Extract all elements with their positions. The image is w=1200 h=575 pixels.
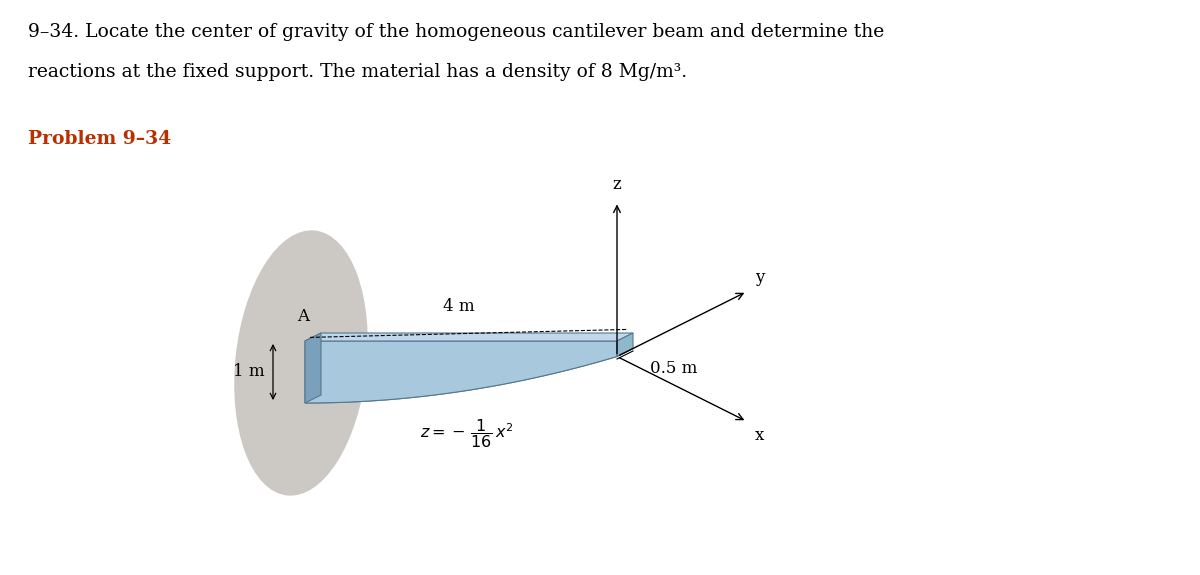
Polygon shape [305, 333, 634, 341]
Polygon shape [617, 333, 634, 356]
Text: 4 m: 4 m [443, 298, 475, 315]
Polygon shape [305, 341, 617, 403]
Ellipse shape [235, 231, 367, 495]
Text: A: A [298, 308, 310, 325]
Text: 1 m: 1 m [233, 363, 265, 381]
Text: 0.5 m: 0.5 m [650, 360, 697, 377]
Text: y: y [755, 270, 764, 286]
Text: $z = -\,\dfrac{1}{16}\,x^2$: $z = -\,\dfrac{1}{16}\,x^2$ [420, 417, 514, 450]
Polygon shape [305, 348, 634, 403]
Text: Problem 9–34: Problem 9–34 [28, 130, 172, 148]
Text: reactions at the fixed support. The material has a density of 8 Mg/m³.: reactions at the fixed support. The mate… [28, 63, 688, 81]
Polygon shape [305, 333, 322, 403]
Text: x: x [755, 427, 764, 443]
Text: 9–34. Locate the center of gravity of the homogeneous cantilever beam and determ: 9–34. Locate the center of gravity of th… [28, 23, 884, 41]
Text: z: z [613, 177, 622, 194]
